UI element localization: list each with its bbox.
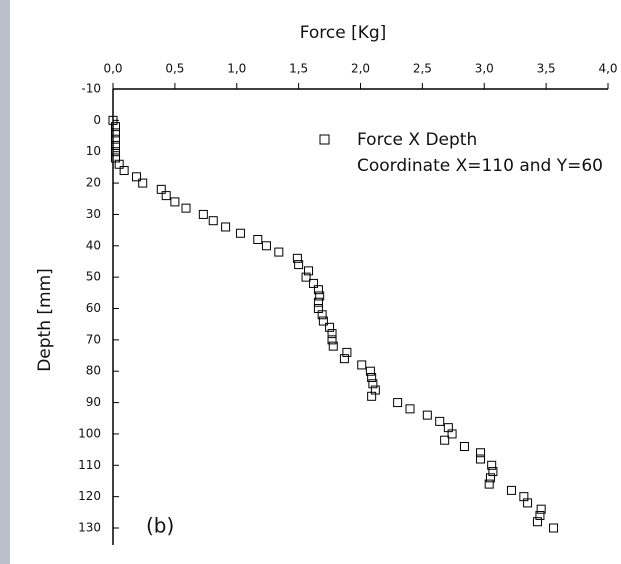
x-tick-label: 0,0 [103, 62, 122, 76]
y-tick-label: 100 [78, 426, 101, 440]
x-tick-label: 1,5 [289, 62, 308, 76]
point [315, 291, 325, 301]
x-tick-label: 3,0 [475, 62, 494, 76]
point [301, 272, 311, 282]
x-tick-label: 2,0 [351, 62, 370, 76]
point [181, 203, 191, 213]
point [274, 247, 284, 257]
y-axis-label: Depth [mm] [35, 268, 55, 372]
point [532, 517, 542, 527]
point [138, 178, 148, 188]
y-tick-label: 90 [86, 395, 101, 409]
point [342, 347, 352, 357]
point [292, 253, 302, 263]
point [110, 147, 120, 157]
x-tick-label: 0,5 [165, 62, 184, 76]
point [317, 310, 327, 320]
point [506, 485, 516, 495]
point [405, 404, 415, 414]
point [313, 285, 323, 295]
y-tick-label: 50 [86, 270, 101, 284]
x-tick-label: 2,5 [413, 62, 432, 76]
point [476, 448, 486, 458]
point [110, 128, 120, 138]
point [161, 191, 171, 201]
x-tick-label: 4,0 [598, 62, 617, 76]
point [208, 216, 218, 226]
point [476, 454, 486, 464]
point [535, 510, 545, 520]
point [485, 473, 495, 483]
point [549, 523, 559, 533]
y-tick-label: 60 [86, 301, 101, 315]
y-tick-label: -10 [81, 82, 101, 96]
annotation: (b) [146, 514, 174, 538]
y-tick-label: 130 [78, 521, 101, 535]
point [459, 441, 469, 451]
point [435, 416, 445, 426]
x-tick-label: 3,5 [537, 62, 556, 76]
point [487, 460, 497, 470]
y-tick-label: 10 [86, 144, 101, 158]
y-tick-label: 0 [93, 113, 101, 127]
point [235, 228, 245, 238]
point [327, 335, 337, 345]
point [367, 391, 377, 401]
point [313, 297, 323, 307]
point [261, 241, 271, 251]
point [110, 122, 120, 132]
point [308, 278, 318, 288]
point [328, 341, 338, 351]
y-tick-label: 30 [86, 207, 101, 221]
point [253, 235, 263, 245]
point [368, 379, 378, 389]
point [325, 322, 335, 332]
point [170, 197, 180, 207]
point [110, 140, 120, 150]
point [367, 372, 377, 382]
legend-note: Coordinate X=110 and Y=60 [357, 156, 603, 176]
point [221, 222, 231, 232]
point [536, 504, 546, 514]
point [110, 134, 120, 144]
point [198, 209, 208, 219]
point [357, 360, 367, 370]
photo-edge [0, 0, 10, 564]
legend-marker [319, 134, 330, 145]
point [484, 479, 494, 489]
y-tick-label: 70 [86, 332, 101, 346]
point [156, 184, 166, 194]
point [393, 398, 403, 408]
point [422, 410, 432, 420]
y-tick-label: 80 [86, 364, 101, 378]
x-axis-label: Force [Kg] [300, 23, 387, 43]
y-tick-label: 120 [78, 489, 101, 503]
legend-label: Force X Depth [357, 130, 477, 150]
point [447, 429, 457, 439]
x-tick-label: 1,0 [227, 62, 246, 76]
point [440, 435, 450, 445]
y-tick-label: 20 [86, 176, 101, 190]
point [523, 498, 533, 508]
point [488, 467, 498, 477]
point [294, 260, 304, 270]
point [108, 115, 118, 125]
point [304, 266, 314, 276]
y-tick-label: 110 [78, 458, 101, 472]
point [327, 329, 337, 339]
y-tick-label: 40 [86, 238, 101, 252]
point [132, 172, 142, 182]
point [119, 166, 129, 176]
point [318, 316, 328, 326]
point [365, 366, 375, 376]
point [114, 159, 124, 169]
point [339, 354, 349, 364]
